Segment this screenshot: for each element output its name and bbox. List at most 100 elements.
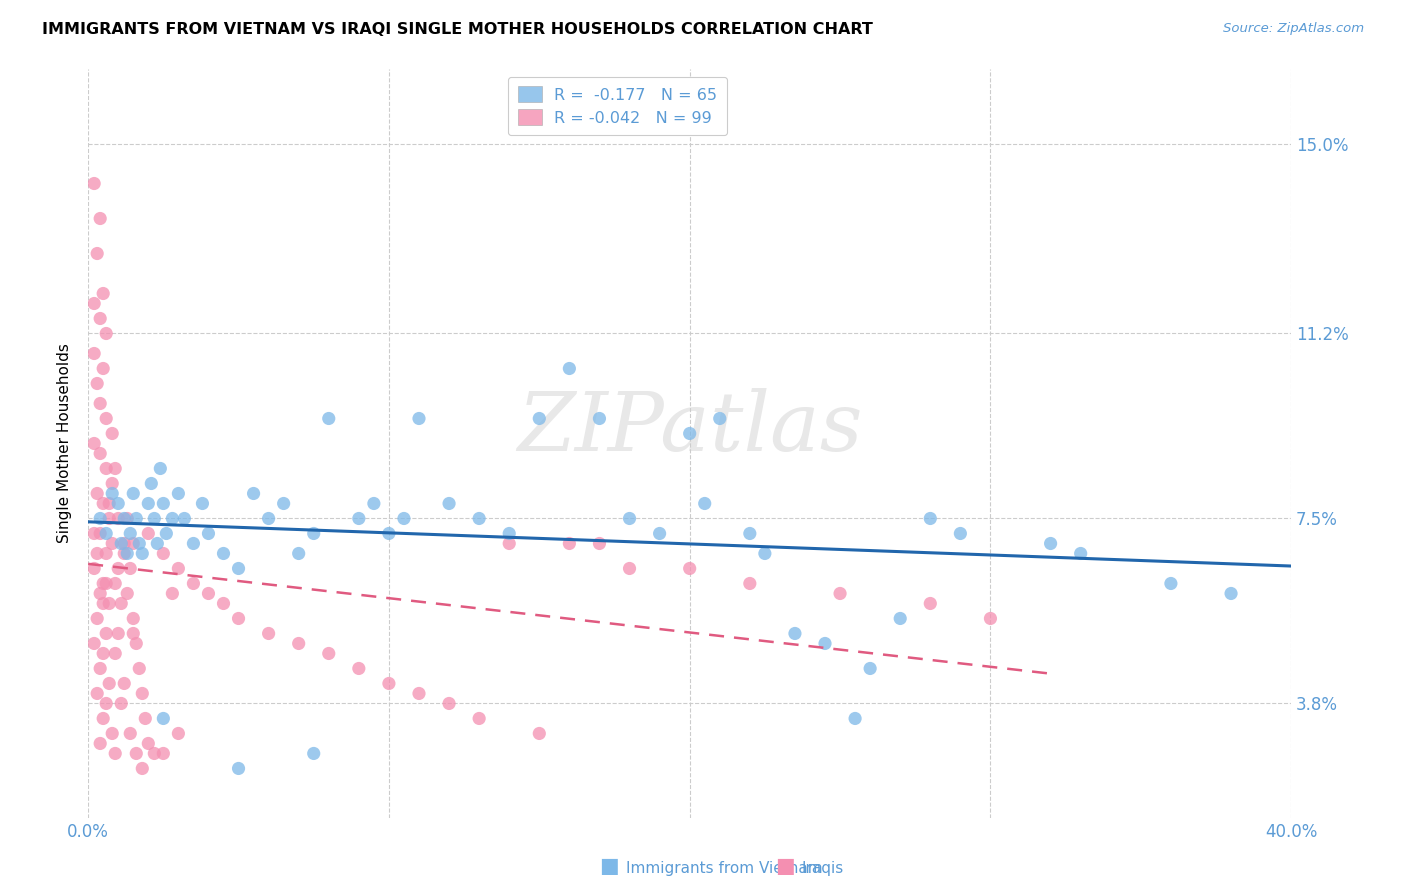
Point [146,536,169,550]
Point [98,676,121,690]
Point [131,546,153,560]
Point [104,461,127,475]
Point [529,726,551,740]
Point [498,526,520,541]
Point [83,636,105,650]
Point [1039,536,1062,550]
Point [96,576,118,591]
Point [89,311,111,326]
Point [96,697,118,711]
Point [167,726,190,740]
Point [828,586,851,600]
Point [1070,546,1092,560]
Point [1220,586,1243,600]
Point [529,411,551,425]
Point [83,296,105,310]
Point [101,426,124,441]
Legend: R =  -0.177   N = 65, R = -0.042   N = 99: R = -0.177 N = 65, R = -0.042 N = 99 [508,77,727,136]
Point [112,676,135,690]
Point [558,361,581,376]
Point [1160,576,1182,591]
Point [619,561,641,575]
Text: ZIPatlas: ZIPatlas [517,389,862,468]
Point [134,711,156,725]
Point [86,611,108,625]
Point [143,511,166,525]
Point [738,526,761,541]
Point [128,536,150,550]
Point [86,376,108,391]
Point [98,597,121,611]
Point [96,326,118,341]
Point [693,496,716,510]
Point [149,461,172,475]
Point [107,511,129,525]
Point [112,546,135,560]
Point [468,711,491,725]
Point [112,536,135,550]
Point [183,576,205,591]
Point [347,511,370,525]
Point [101,536,124,550]
Point [754,546,776,560]
Point [110,536,132,550]
Point [709,411,731,425]
Text: ■: ■ [599,856,619,876]
Point [392,511,415,525]
Point [86,486,108,500]
Point [83,561,105,575]
Point [131,686,153,700]
Point [83,346,105,360]
Text: Source: ZipAtlas.com: Source: ZipAtlas.com [1223,22,1364,36]
Point [212,546,235,560]
Point [131,762,153,776]
Point [89,526,111,541]
Point [498,536,520,550]
Point [468,511,491,525]
Point [104,647,127,661]
Point [257,626,280,640]
Point [738,576,761,591]
Point [212,597,235,611]
Point [89,446,111,460]
Point [228,762,250,776]
Point [110,597,132,611]
Point [287,636,309,650]
Text: ■: ■ [775,856,794,876]
Point [920,511,942,525]
Point [117,546,139,560]
Point [152,747,174,761]
Point [125,636,148,650]
Point [588,536,610,550]
Point [112,511,135,525]
Point [648,526,671,541]
Point [167,561,190,575]
Point [949,526,972,541]
Point [242,486,264,500]
Point [86,686,108,700]
Point [117,511,139,525]
Point [191,496,214,510]
Point [152,496,174,510]
Point [98,496,121,510]
Point [83,526,105,541]
Point [91,496,114,510]
Point [167,486,190,500]
Point [136,526,159,541]
Text: Iraqis: Iraqis [801,861,844,876]
Point [96,546,118,560]
Point [101,726,124,740]
Point [378,526,401,541]
Point [89,211,111,226]
Point [588,411,610,425]
Point [679,561,702,575]
Point [96,526,118,541]
Point [83,177,105,191]
Point [197,526,219,541]
Point [679,426,702,441]
Point [152,711,174,725]
Point [89,511,111,525]
Text: Immigrants from Vietnam: Immigrants from Vietnam [626,861,823,876]
Point [120,526,142,541]
Point [86,246,108,260]
